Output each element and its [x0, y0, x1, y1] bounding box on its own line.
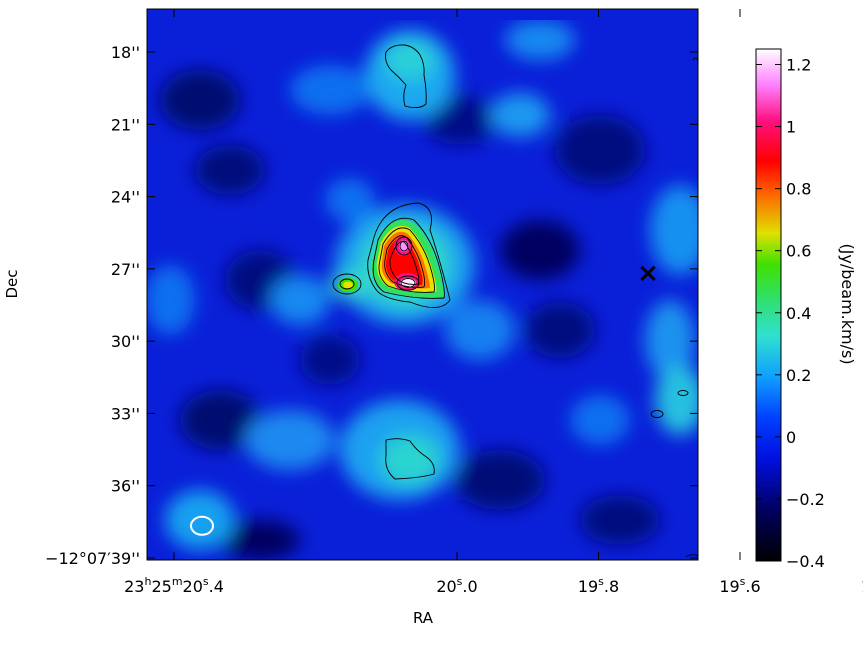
colorbar-ticks: 1.2 1 0.8 0.6 0.4 0.2 0 −0.2 −0.4: [756, 56, 825, 571]
contour-peak-south-inner: [400, 278, 416, 288]
y-tick-label: 33'': [111, 404, 140, 423]
colorbar-tick-label: 0.8: [786, 180, 811, 199]
x-tick-label: 19s.8: [578, 575, 619, 596]
y-tick-label: −12°07′39'': [45, 549, 140, 568]
y-tick-label: 24'': [111, 188, 140, 207]
x-tick-marks: [173, 9, 741, 560]
colorbar-gradient: [755, 48, 782, 562]
colorbar-tick-label: −0.4: [786, 552, 825, 571]
contour-east-small-1: [650, 410, 664, 418]
y-tick-marks: [147, 51, 698, 559]
colorbar-tick-label: 1: [786, 118, 796, 137]
colorbar-tick-label: 0.4: [786, 304, 811, 323]
y-tick-label: 30'': [111, 332, 140, 351]
contour-north-blob: [385, 44, 427, 109]
colorbar-tick-label: −0.2: [786, 490, 825, 509]
source-marker: ×: [637, 259, 659, 289]
contour-east-small-2: [677, 390, 689, 396]
colorbar-tick-label: 0.6: [786, 242, 811, 261]
colorbar: 1.2 1 0.8 0.6 0.4 0.2 0 −0.2 −0.4 (Jy/beam.km/s): [755, 48, 857, 571]
contour-main-2: [372, 217, 445, 299]
contour-west-knot-inner: [339, 278, 355, 290]
colorbar-title: (Jy/beam.km/s): [838, 243, 857, 364]
y-tick-label: 18'': [111, 43, 140, 62]
y-tick-label: 36'': [111, 477, 140, 496]
contour-south-blob: [385, 438, 435, 480]
contour-west-knot: [332, 273, 362, 295]
y-axis-title: Dec: [3, 269, 21, 298]
x-tick-label: 23h25m20s.4: [124, 575, 224, 596]
colorbar-tick-label: 1.2: [786, 56, 811, 75]
contour-main-outer: [367, 202, 451, 308]
x-tick-label: 19s.4: [861, 575, 863, 596]
beam-ellipse: [190, 515, 214, 536]
x-tick-label: 20s.0: [436, 575, 477, 596]
heatmap-noise: [147, 20, 698, 560]
contour-lines: [332, 44, 698, 558]
y-tick-labels: 18'' 21'' 24'' 27'' 30'' 33'' 36'' −12°07′39'': [45, 43, 140, 568]
colorbar-tick-label: 0: [786, 428, 796, 447]
contour-peak-north-inner: [399, 240, 409, 252]
colorbar-tick-label: 0.2: [786, 366, 811, 385]
contour-peak-north: [395, 236, 413, 256]
heatmap-image: ×: [147, 9, 698, 560]
x-axis-title: RA: [413, 609, 434, 627]
y-tick-label: 27'': [111, 260, 140, 279]
contour-east-edge-bottom: [685, 554, 698, 558]
contour-main-3: [378, 227, 435, 293]
x-tick-label: 19s.6: [719, 575, 760, 596]
contour-peak-south: [396, 275, 420, 291]
plot-frame: [146, 8, 699, 561]
y-tick-label: 21'': [111, 115, 140, 134]
x-tick-labels: 23h25m20s.420s.019s.819s.619s.419s.219s.…: [124, 575, 863, 596]
contour-main-5: [389, 241, 420, 285]
